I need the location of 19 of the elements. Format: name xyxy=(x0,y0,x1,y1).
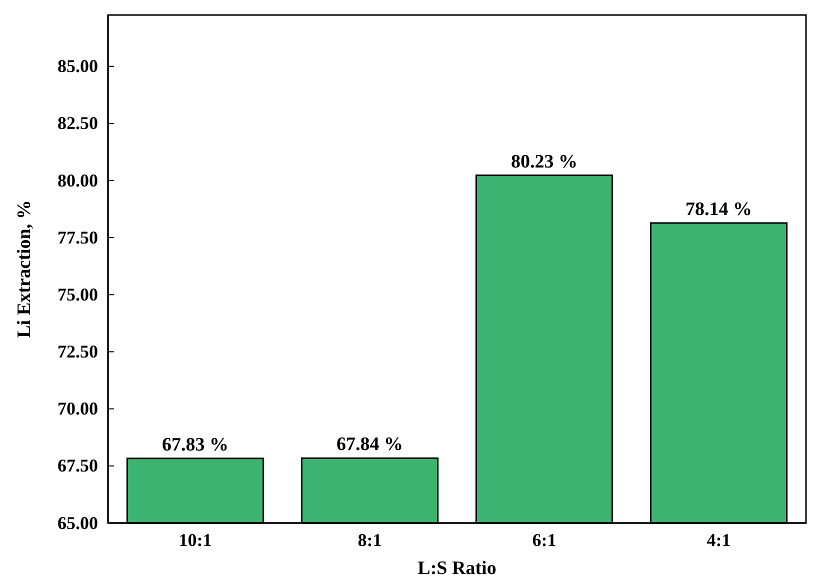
y-tick-label: 70.00 xyxy=(58,398,98,419)
y-tick-label: 77.50 xyxy=(58,227,98,248)
x-tick-label: 6:1 xyxy=(532,530,556,550)
y-tick-label: 72.50 xyxy=(58,342,98,362)
data-label: 78.14 % xyxy=(686,198,752,220)
y-tick-label: 75.00 xyxy=(58,284,98,304)
data-label: 80.23 % xyxy=(511,151,578,172)
y-tick-label: 82.50 xyxy=(58,113,98,134)
y-tick-label: 85.00 xyxy=(58,56,98,76)
x-tick-label: 10:1 xyxy=(178,530,212,550)
x-tick-label: 8:1 xyxy=(358,530,382,550)
data-label: 67.83 % xyxy=(162,434,228,456)
y-tick-label: 80.00 xyxy=(58,170,98,190)
y-tick-label: 67.50 xyxy=(58,456,98,476)
y-tick-label: 65.00 xyxy=(58,512,98,533)
y-axis-title: Li Extraction, % xyxy=(14,200,35,338)
data-label: 67.84 % xyxy=(336,434,403,456)
x-tick-label: 4:1 xyxy=(706,530,731,550)
x-axis-title: L:S Ratio xyxy=(418,558,496,578)
